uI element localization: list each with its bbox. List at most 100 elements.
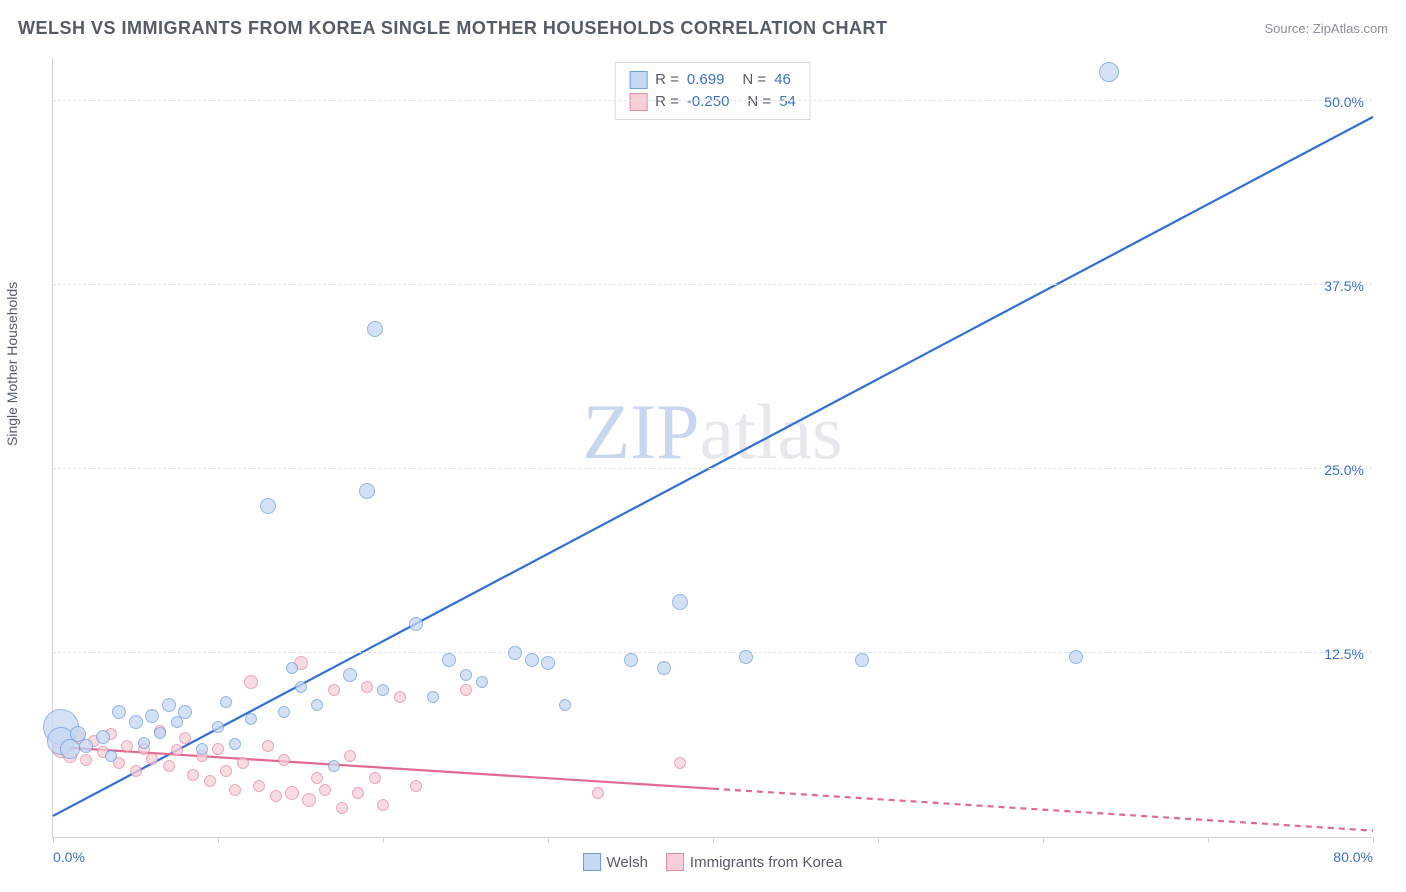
korea-point <box>311 772 323 784</box>
korea-point <box>344 750 356 762</box>
x-tick <box>1208 837 1209 843</box>
legend-item-korea: Immigrants from Korea <box>666 853 843 871</box>
korea-point <box>220 765 232 777</box>
korea-point <box>328 684 340 696</box>
welsh-point <box>377 684 389 696</box>
legend-label-welsh: Welsh <box>607 854 648 871</box>
chart-header: WELSH VS IMMIGRANTS FROM KOREA SINGLE MO… <box>18 18 1388 39</box>
x-tick <box>383 837 384 843</box>
legend-r-label: R = <box>655 69 679 91</box>
korea-point <box>244 675 258 689</box>
welsh-point <box>672 594 688 610</box>
korea-point <box>278 754 290 766</box>
korea-point <box>410 780 422 792</box>
welsh-point <box>343 668 357 682</box>
legend-n-label: N = <box>742 69 766 91</box>
welsh-point <box>328 760 340 772</box>
korea-point <box>592 787 604 799</box>
welsh-point <box>79 739 93 753</box>
y-axis-label: Single Mother Households <box>4 282 20 446</box>
watermark: ZIPatlas <box>583 387 843 477</box>
chart-plot-area: ZIPatlas R = 0.699 N = 46 R = -0.250 N =… <box>52 58 1372 838</box>
welsh-point <box>442 653 456 667</box>
welsh-point <box>476 676 488 688</box>
welsh-point <box>129 715 143 729</box>
korea-point <box>336 802 348 814</box>
legend-row-welsh: R = 0.699 N = 46 <box>629 69 796 91</box>
welsh-point <box>212 721 224 733</box>
x-tick-label: 0.0% <box>53 849 85 865</box>
correlation-legend: R = 0.699 N = 46 R = -0.250 N = 54 <box>614 62 811 120</box>
welsh-point <box>96 730 110 744</box>
korea-point <box>130 765 142 777</box>
welsh-point <box>624 653 638 667</box>
legend-n-welsh: 46 <box>774 69 791 91</box>
legend-item-welsh: Welsh <box>583 853 648 871</box>
welsh-point <box>162 698 176 712</box>
y-tick-label: 25.0% <box>1324 462 1364 478</box>
swatch-korea <box>629 93 647 111</box>
korea-point <box>80 754 92 766</box>
x-tick <box>1373 837 1374 843</box>
welsh-point <box>508 646 522 660</box>
welsh-point <box>657 661 671 675</box>
y-tick-label: 50.0% <box>1324 94 1364 110</box>
welsh-point <box>196 743 208 755</box>
welsh-point <box>409 617 423 631</box>
korea-point <box>674 757 686 769</box>
korea-point <box>121 740 133 752</box>
korea-point <box>253 780 265 792</box>
welsh-point <box>295 681 307 693</box>
welsh-point <box>229 738 241 750</box>
welsh-point <box>138 737 150 749</box>
welsh-point <box>220 696 232 708</box>
chart-title: WELSH VS IMMIGRANTS FROM KOREA SINGLE MO… <box>18 18 888 39</box>
welsh-point <box>541 656 555 670</box>
series-legend: Welsh Immigrants from Korea <box>583 853 843 871</box>
swatch-welsh <box>629 71 647 89</box>
gridline <box>53 652 1372 653</box>
watermark-zip: ZIP <box>583 388 700 475</box>
korea-point <box>237 757 249 769</box>
legend-r-korea: -0.250 <box>687 91 730 113</box>
korea-point <box>163 760 175 772</box>
korea-point <box>270 790 282 802</box>
welsh-point <box>739 650 753 664</box>
korea-point <box>262 740 274 752</box>
welsh-point <box>286 662 298 674</box>
korea-point <box>229 784 241 796</box>
korea-point <box>179 732 191 744</box>
korea-point <box>319 784 331 796</box>
chart-source: Source: ZipAtlas.com <box>1264 21 1388 36</box>
welsh-point <box>311 699 323 711</box>
y-tick-label: 12.5% <box>1324 646 1364 662</box>
gridline <box>53 468 1372 469</box>
swatch-welsh <box>583 853 601 871</box>
welsh-point <box>1069 650 1083 664</box>
korea-point <box>212 743 224 755</box>
legend-r-welsh: 0.699 <box>687 69 725 91</box>
welsh-point <box>145 709 159 723</box>
korea-point <box>146 753 158 765</box>
welsh-point <box>178 705 192 719</box>
y-tick-label: 37.5% <box>1324 278 1364 294</box>
legend-n-korea: 54 <box>779 91 796 113</box>
korea-point <box>171 744 183 756</box>
legend-r-label: R = <box>655 91 679 113</box>
korea-point <box>285 786 299 800</box>
welsh-point <box>278 706 290 718</box>
welsh-point <box>112 705 126 719</box>
welsh-point <box>367 321 383 337</box>
welsh-point <box>105 750 117 762</box>
korea-point <box>361 681 373 693</box>
legend-row-korea: R = -0.250 N = 54 <box>629 91 796 113</box>
korea-point <box>377 799 389 811</box>
welsh-point <box>260 498 276 514</box>
welsh-point <box>1099 62 1119 82</box>
legend-label-korea: Immigrants from Korea <box>690 854 843 871</box>
watermark-atlas: atlas <box>700 388 843 475</box>
korea-point <box>394 691 406 703</box>
swatch-korea <box>666 853 684 871</box>
legend-n-label: N = <box>747 91 771 113</box>
korea-point <box>352 787 364 799</box>
